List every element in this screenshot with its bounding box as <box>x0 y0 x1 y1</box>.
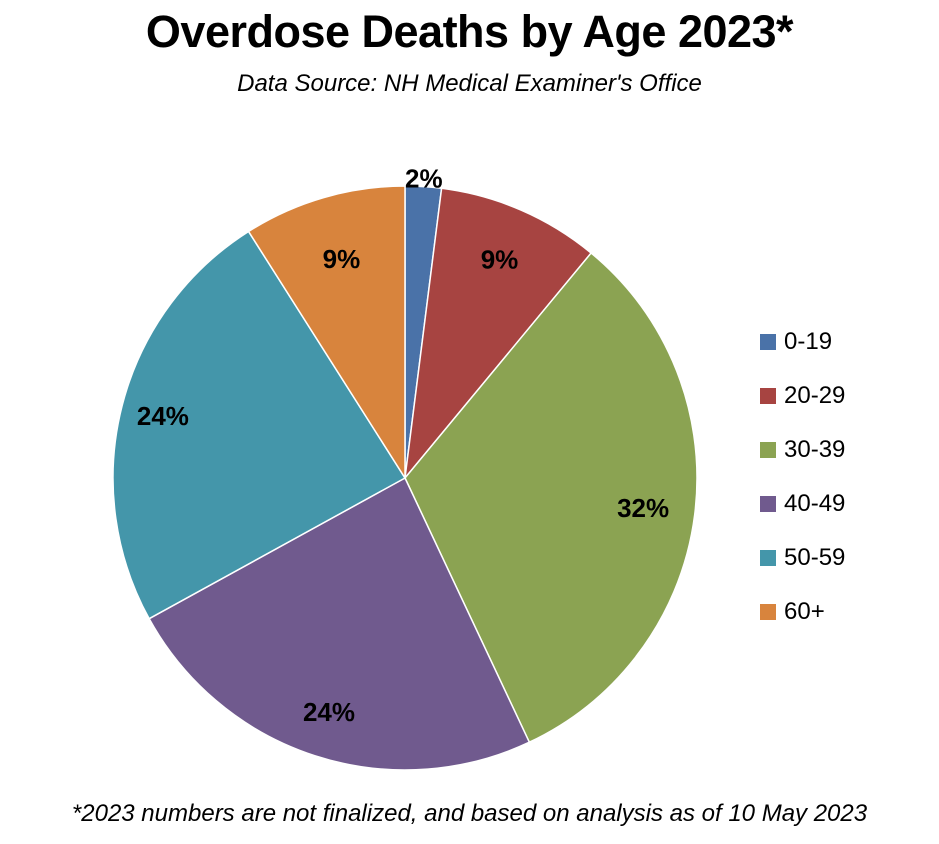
legend-swatch <box>760 550 776 566</box>
legend-item-40-49: 40-49 <box>760 490 910 544</box>
legend: 0-19 20-29 30-39 40-49 50-59 60+ <box>760 328 910 652</box>
legend-label: 30-39 <box>784 436 846 463</box>
data-label-60+: 9% <box>323 244 361 274</box>
pie-slice-40-49 <box>148 476 531 771</box>
chart-title: Overdose Deaths by Age 2023* <box>145 6 794 57</box>
legend-item-60+: 60+ <box>760 598 910 652</box>
pie-data-labels: 2% 9% 32% 24% 24% 9% <box>137 164 669 727</box>
legend-label: 20-29 <box>784 382 846 409</box>
chart-footnote: *2023 numbers are not finalized, and bas… <box>71 800 868 827</box>
legend-label: 50-59 <box>784 544 846 571</box>
legend-swatch <box>760 388 776 404</box>
data-label-0-19: 2% <box>405 164 443 194</box>
legend-swatch <box>760 442 776 458</box>
legend-item-50-59: 50-59 <box>760 544 910 598</box>
legend-label: 60+ <box>784 598 825 625</box>
legend-swatch <box>760 334 776 350</box>
pie-slice-60+ <box>247 185 406 481</box>
legend-item-0-19: 0-19 <box>760 328 910 382</box>
data-label-40-49: 24% <box>303 697 355 727</box>
data-label-30-39: 32% <box>617 493 669 523</box>
pie-slice-50-59 <box>112 230 407 620</box>
data-label-50-59: 24% <box>137 401 189 431</box>
data-label-20-29: 9% <box>481 245 519 275</box>
legend-item-20-29: 20-29 <box>760 382 910 436</box>
pie-slice-20-29 <box>403 187 593 481</box>
legend-item-30-39: 30-39 <box>760 436 910 490</box>
legend-swatch <box>760 496 776 512</box>
legend-label: 40-49 <box>784 490 846 517</box>
pie-slice-30-39 <box>404 251 698 744</box>
pie-slices <box>112 185 698 771</box>
chart-subtitle: Data Source: NH Medical Examiner's Offic… <box>237 70 702 97</box>
legend-label: 0-19 <box>784 328 833 355</box>
legend-swatch <box>760 604 776 620</box>
